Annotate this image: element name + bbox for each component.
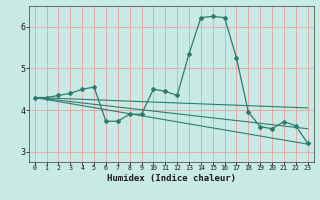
X-axis label: Humidex (Indice chaleur): Humidex (Indice chaleur) bbox=[107, 174, 236, 183]
